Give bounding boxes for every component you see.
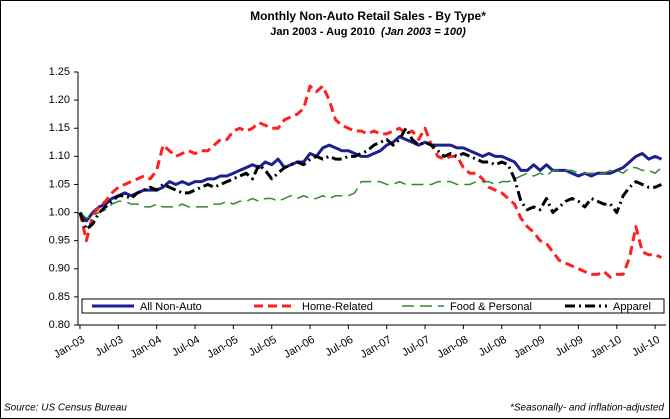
subtitle: Jan 2003 - Aug 2010 xyxy=(270,26,375,38)
y-tick-label: 1.10 xyxy=(49,150,70,162)
y-tick-label: 0.85 xyxy=(49,291,70,303)
legend-label: All Non-Auto xyxy=(140,301,202,313)
legend-label: Home-Related xyxy=(302,301,373,313)
y-tick-label: 0.80 xyxy=(49,319,70,331)
y-tick-label: 1.05 xyxy=(49,178,70,190)
chart-subtitle: Jan 2003 - Aug 2010 (Jan 2003 = 100) xyxy=(270,26,466,38)
y-tick-label: 0.95 xyxy=(49,235,70,247)
y-tick-label: 1.00 xyxy=(49,206,70,218)
subtitle-note: (Jan 2003 = 100) xyxy=(381,26,466,38)
series-line xyxy=(78,126,663,231)
legend-box xyxy=(81,298,665,314)
chart-title: Monthly Non-Auto Retail Sales - By Type* xyxy=(250,9,486,23)
source: Source: US Census Bureau xyxy=(4,403,127,414)
series-line xyxy=(79,166,662,219)
series-line xyxy=(78,84,663,279)
legend-label: Food & Personal xyxy=(450,301,532,313)
y-tick-label: 1.20 xyxy=(49,94,70,106)
y-tick-label: 1.25 xyxy=(49,66,70,78)
y-tick-label: 0.90 xyxy=(49,263,70,275)
series-line xyxy=(78,135,663,223)
y-tick-label: 1.15 xyxy=(49,122,70,134)
legend-label: Apparel xyxy=(613,301,651,313)
footnote: *Seasonally- and inflation-adjusted xyxy=(510,403,664,414)
